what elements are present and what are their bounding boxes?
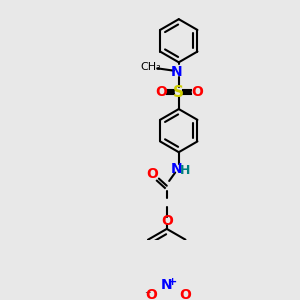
Text: N: N — [171, 162, 182, 176]
Text: H: H — [180, 164, 190, 177]
Text: N: N — [161, 278, 172, 292]
Text: CH₃: CH₃ — [141, 62, 162, 72]
Text: O: O — [155, 85, 167, 99]
Text: S: S — [173, 85, 184, 100]
Text: O: O — [146, 167, 158, 181]
Text: O: O — [145, 288, 157, 300]
Text: O: O — [179, 288, 191, 300]
Text: ⁻: ⁻ — [144, 289, 151, 300]
Text: O: O — [161, 214, 173, 227]
Text: O: O — [191, 85, 203, 99]
Text: +: + — [167, 277, 177, 287]
Text: N: N — [171, 65, 182, 79]
